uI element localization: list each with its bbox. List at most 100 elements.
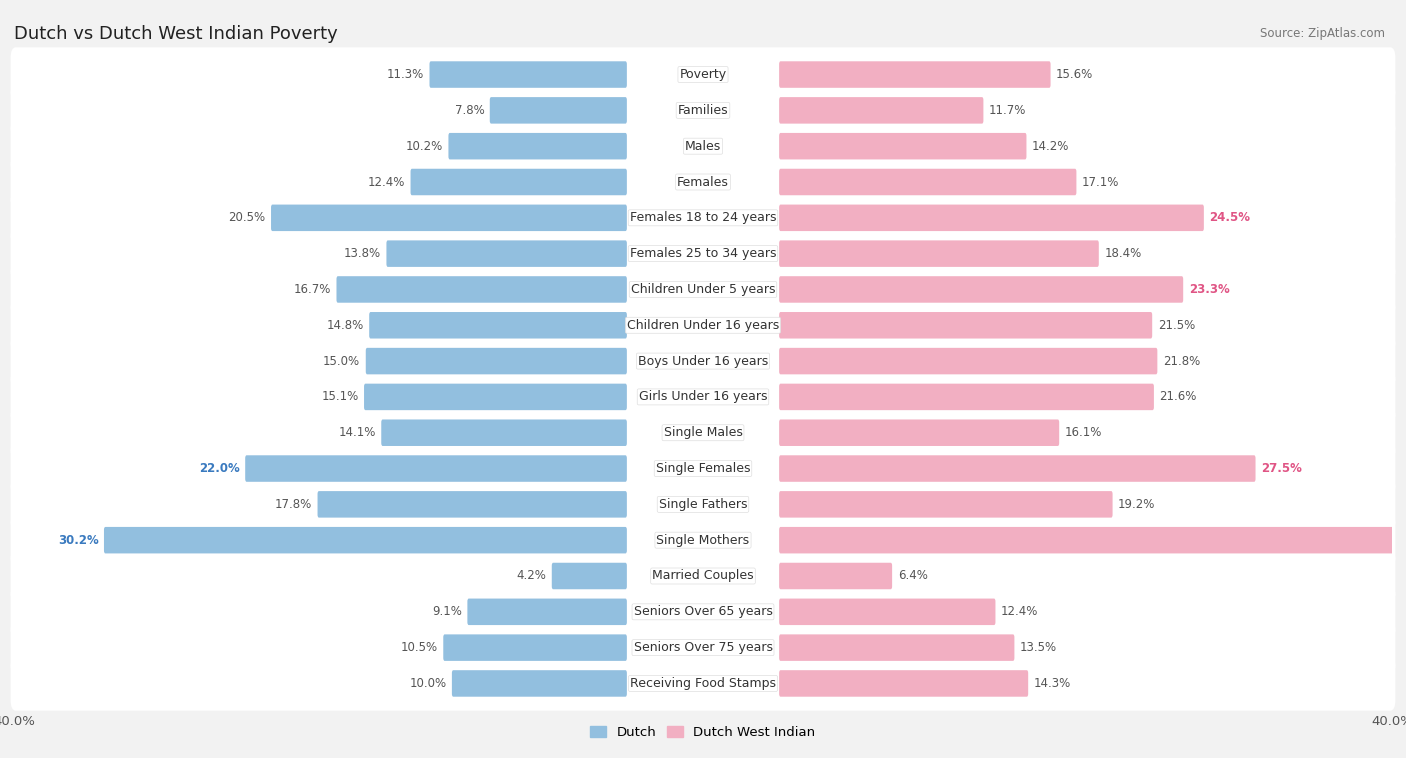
FancyBboxPatch shape [318, 491, 627, 518]
FancyBboxPatch shape [779, 562, 893, 589]
Text: 10.2%: 10.2% [406, 139, 443, 152]
Text: Girls Under 16 years: Girls Under 16 years [638, 390, 768, 403]
FancyBboxPatch shape [779, 670, 1028, 697]
Text: 19.2%: 19.2% [1118, 498, 1156, 511]
Text: 12.4%: 12.4% [367, 176, 405, 189]
Text: 14.3%: 14.3% [1033, 677, 1071, 690]
FancyBboxPatch shape [11, 370, 1395, 424]
FancyBboxPatch shape [779, 456, 1256, 482]
Text: 11.7%: 11.7% [988, 104, 1026, 117]
FancyBboxPatch shape [381, 419, 627, 446]
FancyBboxPatch shape [104, 527, 627, 553]
FancyBboxPatch shape [11, 513, 1395, 568]
Text: Females 25 to 34 years: Females 25 to 34 years [630, 247, 776, 260]
FancyBboxPatch shape [779, 527, 1406, 553]
Text: Single Mothers: Single Mothers [657, 534, 749, 547]
FancyBboxPatch shape [11, 549, 1395, 603]
Text: 9.1%: 9.1% [432, 606, 461, 619]
FancyBboxPatch shape [387, 240, 627, 267]
Text: 15.6%: 15.6% [1056, 68, 1094, 81]
Text: 15.0%: 15.0% [323, 355, 360, 368]
FancyBboxPatch shape [779, 205, 1204, 231]
Text: 21.8%: 21.8% [1163, 355, 1201, 368]
FancyBboxPatch shape [779, 491, 1112, 518]
Text: 24.5%: 24.5% [1209, 211, 1250, 224]
FancyBboxPatch shape [779, 276, 1184, 302]
Text: 27.5%: 27.5% [1261, 462, 1302, 475]
Text: Males: Males [685, 139, 721, 152]
Text: Children Under 16 years: Children Under 16 years [627, 319, 779, 332]
FancyBboxPatch shape [489, 97, 627, 124]
Text: 16.7%: 16.7% [294, 283, 330, 296]
FancyBboxPatch shape [11, 227, 1395, 281]
FancyBboxPatch shape [779, 312, 1152, 339]
FancyBboxPatch shape [11, 119, 1395, 174]
FancyBboxPatch shape [443, 634, 627, 661]
Legend: Dutch, Dutch West Indian: Dutch, Dutch West Indian [585, 720, 821, 744]
Text: 23.3%: 23.3% [1188, 283, 1229, 296]
FancyBboxPatch shape [11, 584, 1395, 639]
FancyBboxPatch shape [364, 384, 627, 410]
Text: 14.1%: 14.1% [339, 426, 375, 439]
Text: Single Females: Single Females [655, 462, 751, 475]
FancyBboxPatch shape [449, 133, 627, 159]
FancyBboxPatch shape [336, 276, 627, 302]
Text: 11.3%: 11.3% [387, 68, 425, 81]
Text: 15.1%: 15.1% [322, 390, 359, 403]
Text: 13.8%: 13.8% [344, 247, 381, 260]
Text: Single Fathers: Single Fathers [659, 498, 747, 511]
Text: 14.8%: 14.8% [326, 319, 364, 332]
FancyBboxPatch shape [779, 61, 1050, 88]
FancyBboxPatch shape [11, 190, 1395, 245]
Text: 22.0%: 22.0% [198, 462, 239, 475]
Text: 13.5%: 13.5% [1019, 641, 1057, 654]
FancyBboxPatch shape [551, 562, 627, 589]
FancyBboxPatch shape [779, 634, 1014, 661]
Text: 7.8%: 7.8% [454, 104, 484, 117]
FancyBboxPatch shape [11, 298, 1395, 352]
FancyBboxPatch shape [779, 384, 1154, 410]
Text: 30.2%: 30.2% [58, 534, 98, 547]
FancyBboxPatch shape [779, 419, 1059, 446]
FancyBboxPatch shape [429, 61, 627, 88]
Text: Married Couples: Married Couples [652, 569, 754, 582]
FancyBboxPatch shape [779, 240, 1099, 267]
FancyBboxPatch shape [245, 456, 627, 482]
FancyBboxPatch shape [779, 97, 983, 124]
FancyBboxPatch shape [451, 670, 627, 697]
FancyBboxPatch shape [11, 83, 1395, 138]
FancyBboxPatch shape [11, 155, 1395, 209]
Text: Boys Under 16 years: Boys Under 16 years [638, 355, 768, 368]
FancyBboxPatch shape [11, 406, 1395, 460]
FancyBboxPatch shape [779, 348, 1157, 374]
FancyBboxPatch shape [11, 262, 1395, 317]
Text: Dutch vs Dutch West Indian Poverty: Dutch vs Dutch West Indian Poverty [14, 25, 337, 43]
Text: Source: ZipAtlas.com: Source: ZipAtlas.com [1260, 27, 1385, 39]
Text: 20.5%: 20.5% [228, 211, 266, 224]
Text: Children Under 5 years: Children Under 5 years [631, 283, 775, 296]
FancyBboxPatch shape [11, 477, 1395, 531]
Text: 14.2%: 14.2% [1032, 139, 1070, 152]
FancyBboxPatch shape [366, 348, 627, 374]
Text: Females: Females [678, 176, 728, 189]
Text: 18.4%: 18.4% [1104, 247, 1142, 260]
FancyBboxPatch shape [11, 620, 1395, 675]
FancyBboxPatch shape [370, 312, 627, 339]
Text: 21.5%: 21.5% [1157, 319, 1195, 332]
Text: 10.5%: 10.5% [401, 641, 437, 654]
Text: 6.4%: 6.4% [897, 569, 928, 582]
FancyBboxPatch shape [11, 47, 1395, 102]
Text: 10.0%: 10.0% [409, 677, 446, 690]
FancyBboxPatch shape [467, 599, 627, 625]
Text: Females 18 to 24 years: Females 18 to 24 years [630, 211, 776, 224]
FancyBboxPatch shape [779, 133, 1026, 159]
Text: 21.6%: 21.6% [1160, 390, 1197, 403]
Text: Poverty: Poverty [679, 68, 727, 81]
FancyBboxPatch shape [11, 334, 1395, 388]
Text: Families: Families [678, 104, 728, 117]
Text: Seniors Over 65 years: Seniors Over 65 years [634, 606, 772, 619]
FancyBboxPatch shape [11, 441, 1395, 496]
Text: 17.1%: 17.1% [1083, 176, 1119, 189]
FancyBboxPatch shape [271, 205, 627, 231]
Text: Single Males: Single Males [664, 426, 742, 439]
